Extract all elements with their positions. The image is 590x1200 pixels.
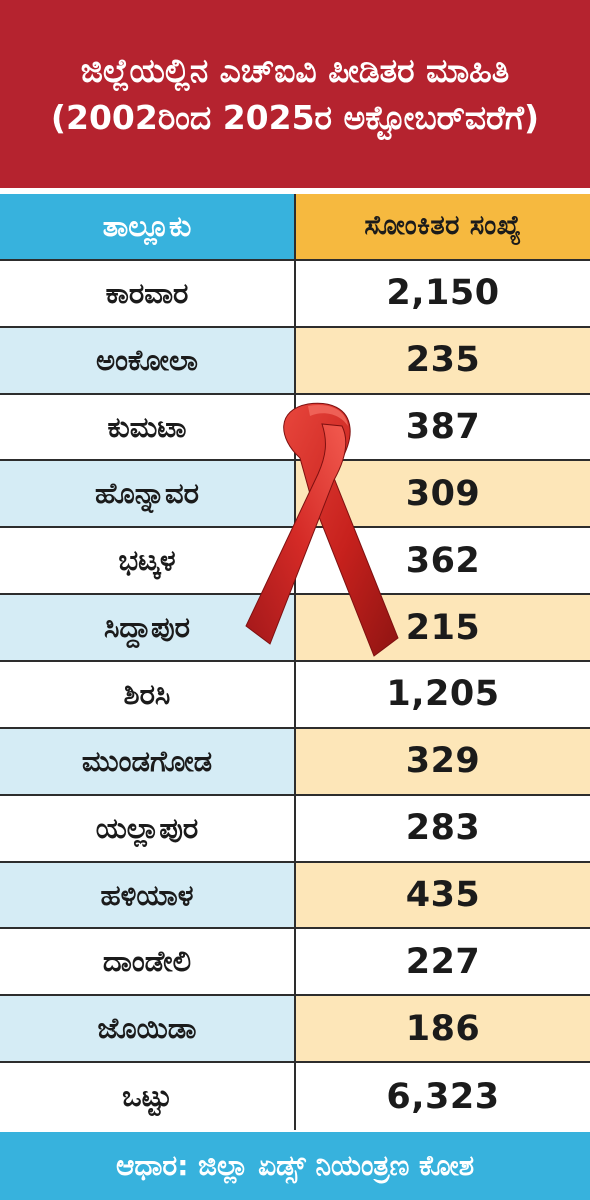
header-infected-count: ಸೋಂಕಿತರ ಸಂಖ್ಯೆ — [296, 194, 590, 259]
table-row: ಹೊನ್ನಾವರ 309 — [0, 461, 590, 529]
taluk-name: ಹೊನ್ನಾವರ — [0, 461, 296, 527]
infected-count: 227 — [296, 929, 590, 995]
infected-count: 215 — [296, 595, 590, 661]
table-row: ಕಾರವಾರ 2,150 — [0, 260, 590, 328]
table-row: ಅಂಕೋಲಾ 235 — [0, 327, 590, 395]
table-row: ಜೊಯಿಡಾ 186 — [0, 996, 590, 1064]
infected-count: 235 — [296, 327, 590, 393]
infected-count: 283 — [296, 795, 590, 861]
infected-count: 329 — [296, 728, 590, 794]
infected-count: 435 — [296, 862, 590, 928]
hiv-cases-table: ತಾಲ್ಲೂಕು ಸೋಂಕಿತರ ಸಂಖ್ಯೆ ಕಾರವಾರ 2,150 ಅಂಕ… — [0, 194, 590, 1131]
infected-count: 186 — [296, 996, 590, 1062]
taluk-name: ಜೊಯಿಡಾ — [0, 996, 296, 1062]
table-header-row: ತಾಲ್ಲೂಕು ಸೋಂಕಿತರ ಸಂಖ್ಯೆ — [0, 194, 590, 261]
infected-count: 1,205 — [296, 662, 590, 727]
table-row: ಹಳಿಯಾಳ 435 — [0, 862, 590, 930]
taluk-name: ಯಲ್ಲಾಪುರ — [0, 795, 296, 861]
table-row: ಭಟ್ಕಳ 362 — [0, 528, 590, 596]
taluk-name: ಕಾರವಾರ — [0, 260, 296, 326]
taluk-name: ಭಟ್ಕಳ — [0, 528, 296, 594]
table-row: ಕುಮಟಾ 387 — [0, 394, 590, 462]
source-footer: ಆಧಾರ: ಜಿಲ್ಲಾ ಏಡ್ಸ್ ನಿಯಂತ್ರಣ ಕೋಶ — [0, 1132, 590, 1200]
taluk-name: ದಾಂಡೇಲಿ — [0, 929, 296, 995]
infected-count: 362 — [296, 528, 590, 594]
header-taluk: ತಾಲ್ಲೂಕು — [0, 194, 296, 259]
taluk-name: ಶಿರಸಿ — [0, 662, 296, 727]
infected-count: 387 — [296, 394, 590, 460]
infected-count: 2,150 — [296, 260, 590, 326]
table-row: ಯಲ್ಲಾಪುರ 283 — [0, 795, 590, 863]
title-divider — [0, 188, 590, 194]
taluk-name: ಕುಮಟಾ — [0, 394, 296, 460]
table-row: ಸಿದ್ದಾಪುರ 215 — [0, 595, 590, 663]
table-row: ದಾಂಡೇಲಿ 227 — [0, 929, 590, 997]
total-label: ಒಟ್ಟು — [0, 1063, 296, 1131]
taluk-name: ಮುಂಡಗೋಡ — [0, 728, 296, 794]
table-row: ಶಿರಸಿ 1,205 — [0, 662, 590, 729]
taluk-name: ಸಿದ್ದಾಪುರ — [0, 595, 296, 661]
taluk-name: ಅಂಕೋಲಾ — [0, 327, 296, 393]
total-count: 6,323 — [296, 1063, 590, 1131]
taluk-name: ಹಳಿಯಾಳ — [0, 862, 296, 928]
table-row: ಮುಂಡಗೋಡ 329 — [0, 728, 590, 796]
infected-count: 309 — [296, 461, 590, 527]
page-title: ಜಿಲ್ಲೆಯಲ್ಲಿನ ಎಚ್‌ಐವಿ ಪೀಡಿತರ ಮಾಹಿತಿ (2002… — [0, 0, 590, 188]
table-total-row: ಒಟ್ಟು 6,323 — [0, 1063, 590, 1131]
